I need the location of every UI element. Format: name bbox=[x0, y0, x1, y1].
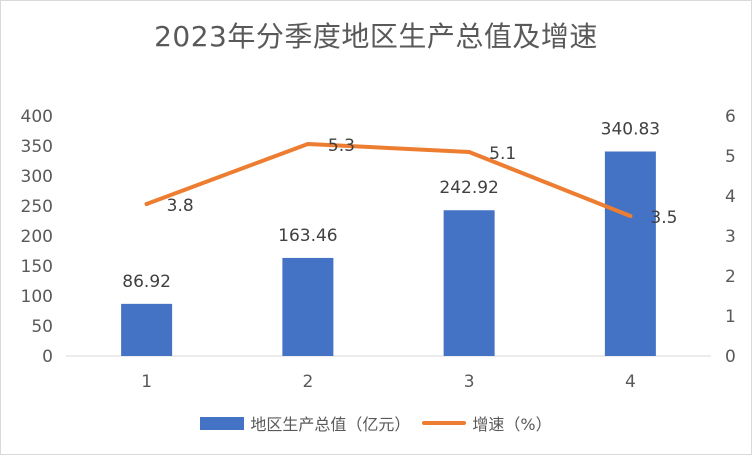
y-right-tick-label: 3 bbox=[725, 227, 736, 247]
x-tick-label: 4 bbox=[625, 372, 636, 392]
bar-data-label: 163.46 bbox=[278, 226, 337, 246]
line-point-growth bbox=[628, 214, 633, 218]
x-tick-label: 1 bbox=[141, 372, 152, 392]
legend-label-growth: 增速（%） bbox=[472, 415, 552, 434]
legend-swatch-gdp bbox=[200, 416, 245, 430]
bar-data-label: 340.83 bbox=[601, 120, 660, 140]
legend-item-gdp: 地区生产总值（亿元） bbox=[200, 411, 410, 435]
y-left-tick-label: 200 bbox=[21, 227, 53, 247]
y-right-tick-label: 6 bbox=[725, 107, 736, 127]
x-tick-label: 2 bbox=[302, 372, 313, 392]
y-right-tick-label: 1 bbox=[725, 307, 736, 327]
bar-gdp bbox=[604, 151, 656, 356]
x-tick-label: 3 bbox=[464, 372, 475, 392]
y-right-tick-label: 5 bbox=[725, 147, 736, 167]
bar-data-label: 242.92 bbox=[439, 178, 498, 198]
line-point-growth bbox=[467, 150, 472, 154]
line-growth bbox=[144, 142, 633, 218]
legend-label-gdp: 地区生产总值（亿元） bbox=[250, 415, 411, 434]
chart-legend: 地区生产总值（亿元） 增速（%） bbox=[1, 411, 751, 435]
y-right-tick-label: 4 bbox=[725, 187, 736, 207]
y-left-tick-label: 250 bbox=[21, 197, 53, 217]
line-data-label: 3.5 bbox=[650, 208, 677, 228]
line-data-label: 5.1 bbox=[489, 144, 516, 164]
line-data-label: 3.8 bbox=[167, 196, 194, 216]
bar-data-label: 86.92 bbox=[122, 272, 171, 292]
y-left-tick-label: 400 bbox=[21, 107, 53, 127]
bar-gdp bbox=[443, 210, 495, 356]
y-left-tick-label: 50 bbox=[31, 317, 53, 337]
y-left-tick-label: 350 bbox=[21, 137, 53, 157]
line-point-growth bbox=[305, 142, 310, 146]
bar-gdp bbox=[282, 257, 334, 356]
legend-swatch-growth bbox=[422, 421, 467, 425]
chart-title: 2023年分季度地区生产总值及增速 bbox=[154, 20, 598, 53]
line-data-label: 5.3 bbox=[328, 136, 355, 156]
line-point-growth bbox=[144, 202, 149, 206]
bar-gdp bbox=[121, 303, 173, 356]
y-left-tick-label: 150 bbox=[21, 257, 53, 277]
y-left-tick-label: 100 bbox=[21, 287, 53, 307]
y-right-tick-label: 0 bbox=[725, 347, 736, 367]
y-left-tick-label: 300 bbox=[21, 167, 53, 187]
legend-item-growth: 增速（%） bbox=[422, 411, 552, 435]
y-right-tick-label: 2 bbox=[725, 267, 736, 287]
y-left-tick-label: 0 bbox=[42, 347, 53, 367]
